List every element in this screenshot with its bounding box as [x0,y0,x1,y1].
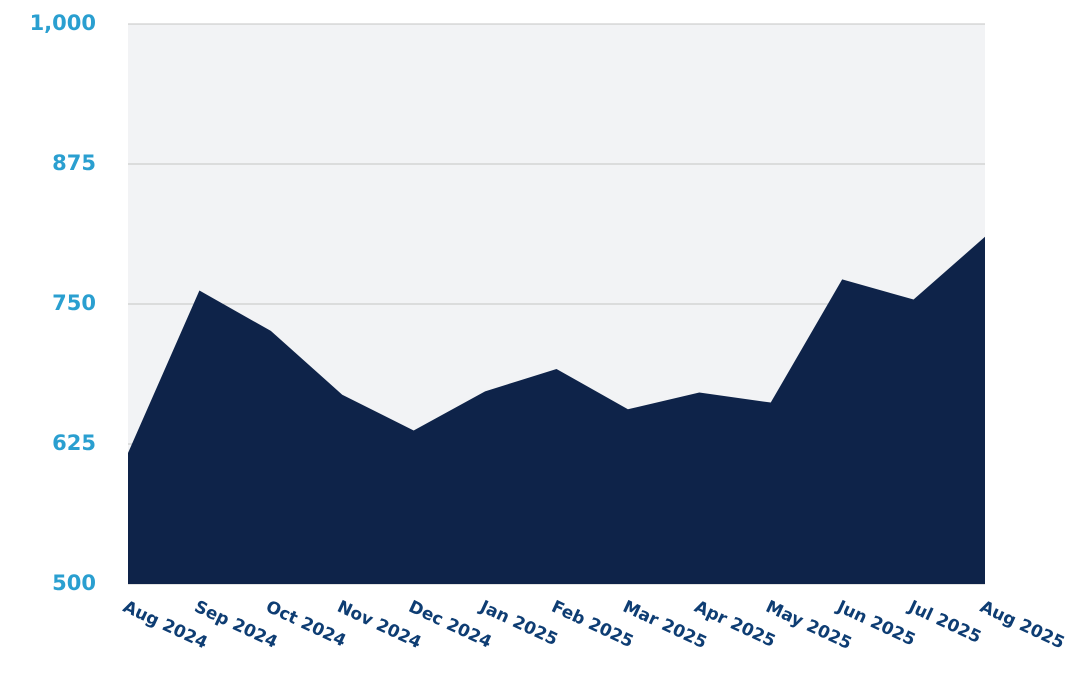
y-tick-label: 750 [52,291,96,315]
area [128,236,985,585]
x-tick-label: Aug 2025 [977,597,1068,653]
y-tick-label: 625 [52,431,96,455]
y-tick-label: 500 [52,571,96,595]
y-tick-label: 1,000 [30,11,96,35]
y-tick-label: 875 [52,151,96,175]
x-tick-label: Jul 2025 [904,597,984,648]
x-tick-label: Feb 2025 [548,597,636,652]
